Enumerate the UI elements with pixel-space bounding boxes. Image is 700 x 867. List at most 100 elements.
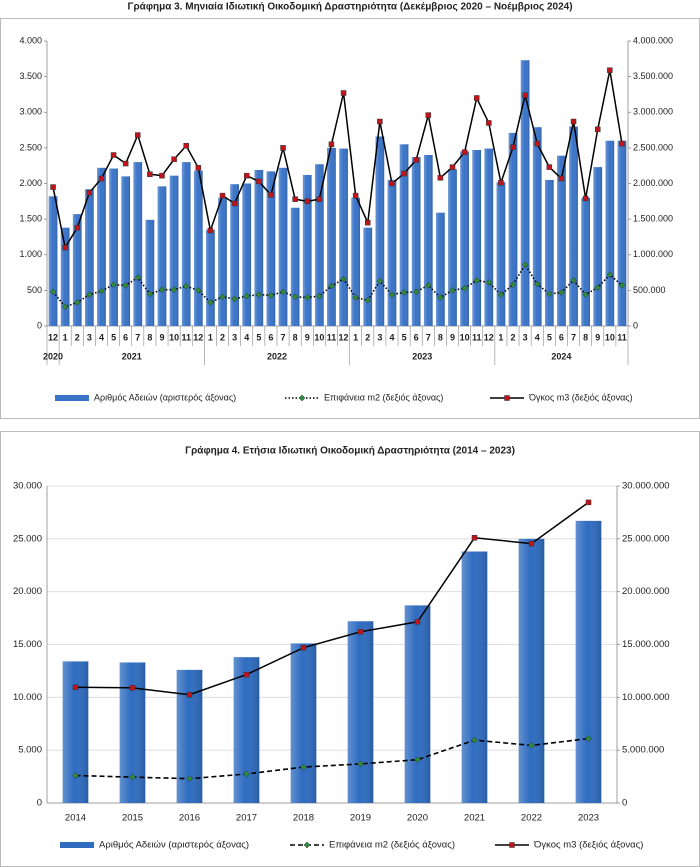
bar-shade: [60, 227, 70, 326]
y-tick-label: 3.500: [19, 71, 42, 81]
marker: [280, 145, 286, 151]
marker: [146, 290, 154, 298]
x-tick-label: 11: [327, 332, 337, 342]
marker: [243, 292, 251, 300]
bar-shade: [581, 197, 590, 326]
x-tick-label: 10: [314, 332, 324, 342]
bar-shade: [85, 189, 94, 326]
x-tick-label: 6: [123, 332, 128, 342]
marker: [401, 170, 407, 177]
legend-label: Αριθμός Αδειών (αριστερός άξονας): [94, 392, 236, 402]
legend-label: Όγκος m3 (δεξιός άξονας): [528, 392, 633, 402]
marker: [607, 67, 613, 73]
y2-tick-label: 30.000.000: [622, 481, 670, 492]
x-tick-label: 2023: [578, 813, 599, 824]
legend-marker: [303, 841, 311, 849]
marker: [473, 277, 481, 284]
marker: [522, 92, 528, 98]
marker: [243, 671, 250, 678]
bar-shade: [266, 171, 276, 326]
x-tick-label: 11: [181, 332, 191, 342]
y-tick-label: 1.500: [19, 214, 42, 224]
bar-shade: [218, 197, 227, 326]
marker: [159, 172, 165, 179]
marker: [279, 288, 287, 296]
x-tick-label: 1: [498, 332, 503, 342]
marker: [437, 175, 444, 181]
marker: [50, 184, 56, 190]
legend-label: Επιφάνεια m2 (δεξιός άξονας): [324, 392, 443, 402]
bar-shade: [302, 174, 312, 326]
marker: [528, 540, 535, 547]
line: [75, 737, 589, 780]
marker: [183, 142, 189, 149]
y2-tick-label: 500.000: [633, 285, 666, 295]
year-label: 2020: [43, 351, 63, 361]
x-tick-label: 2019: [350, 813, 371, 824]
y-tick-label: 20.000: [13, 586, 42, 597]
line: [52, 263, 623, 308]
bar-shade: [193, 170, 203, 326]
bar-shade: [181, 162, 191, 326]
y2-tick-label: 5.000.000: [622, 745, 664, 756]
marker: [558, 175, 565, 182]
x-tick-label: 2: [511, 332, 516, 342]
bar-shade: [387, 179, 397, 326]
x-tick-label: 5: [547, 332, 552, 342]
x-tick-label: 10: [605, 332, 615, 342]
bar-shade: [423, 155, 433, 326]
marker: [570, 277, 577, 284]
bar-shade: [339, 148, 348, 326]
bar-shade: [520, 60, 530, 327]
bar-shade: [411, 157, 421, 326]
marker: [461, 284, 468, 292]
x-tick-label: 2022: [521, 813, 542, 824]
line: [75, 501, 589, 696]
x-tick-label: 10: [460, 332, 470, 342]
bar-shade: [569, 126, 578, 326]
x-tick-label: 2017: [236, 813, 257, 824]
x-tick-label: 2021: [464, 813, 485, 824]
bar-shade: [169, 175, 179, 326]
bar-shade: [460, 151, 469, 326]
x-tick-label: 2: [220, 332, 225, 342]
bar-shade: [48, 196, 58, 326]
x-tick-label: 2: [75, 332, 80, 342]
marker: [558, 289, 565, 296]
marker: [328, 141, 335, 148]
chart-title: Γράφημα 3. Μηνιαία Ιδιωτική Οικοδομική Δ…: [127, 2, 572, 13]
marker: [315, 292, 323, 300]
x-tick-label: 7: [281, 332, 286, 342]
marker: [207, 299, 214, 306]
y-tick-label: 1.000: [19, 249, 42, 259]
bar-shade: [290, 207, 300, 326]
x-tick-label: 5: [111, 332, 116, 342]
bar-shade: [484, 148, 494, 326]
x-tick-label: 9: [595, 332, 600, 342]
year-label: 2021: [122, 351, 142, 361]
bar-shade: [461, 551, 488, 803]
marker: [300, 763, 307, 771]
bar-shade: [347, 621, 374, 803]
marker: [425, 112, 432, 118]
bar-shade: [119, 662, 146, 803]
x-tick-label: 7: [426, 332, 431, 342]
marker: [352, 294, 360, 301]
bar-shade: [436, 212, 445, 326]
marker: [585, 735, 592, 742]
y-tick-label: 3.000: [19, 107, 42, 117]
bar-shade: [605, 140, 615, 326]
bar-shade: [314, 164, 324, 326]
x-tick-label: 3: [232, 332, 237, 342]
x-tick-label: 2: [365, 332, 370, 342]
marker: [195, 165, 202, 171]
x-tick-label: 1: [208, 332, 213, 342]
marker: [129, 773, 136, 781]
marker: [357, 760, 364, 768]
x-tick-label: 3: [87, 332, 92, 342]
marker: [110, 281, 117, 289]
marker: [619, 140, 625, 147]
marker: [231, 295, 238, 303]
